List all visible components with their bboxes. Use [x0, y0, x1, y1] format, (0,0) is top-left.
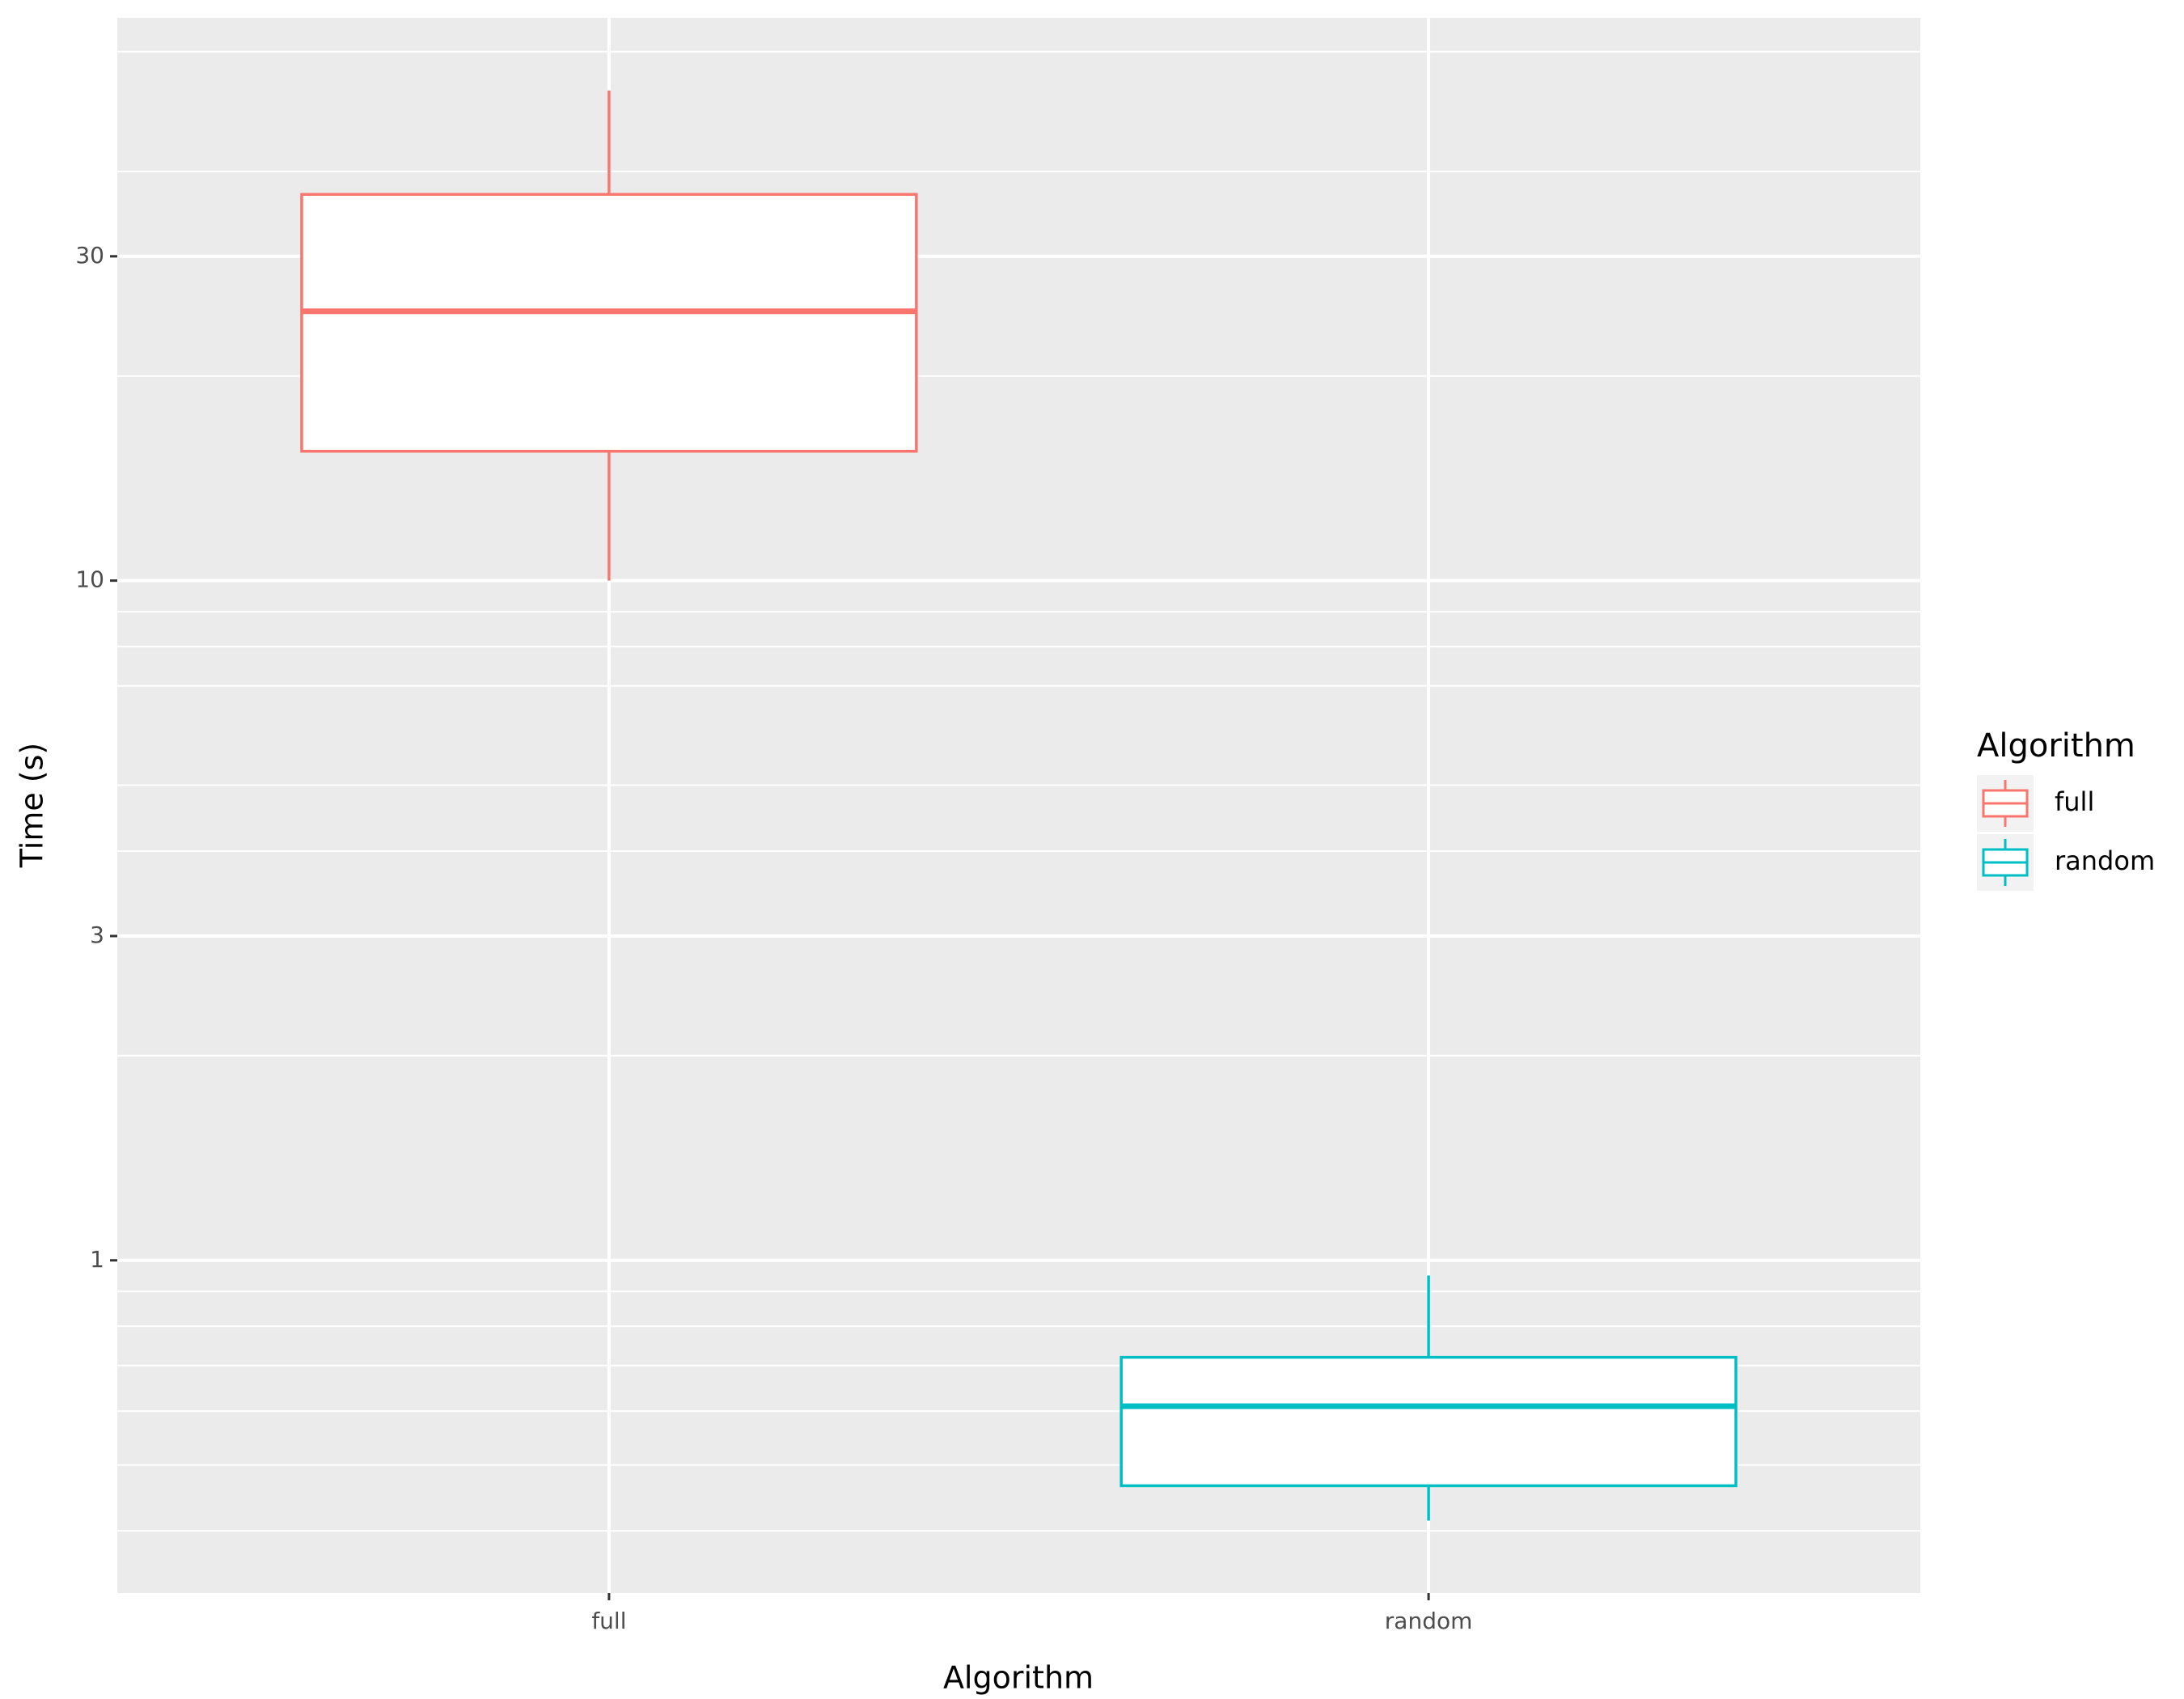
legend-label: full — [2055, 786, 2094, 817]
grid — [117, 18, 1920, 1593]
y-tick-label: 30 — [75, 242, 104, 269]
box — [300, 193, 918, 453]
box — [1120, 1355, 1737, 1488]
y-tick-label: 3 — [90, 922, 104, 948]
y-tick-label: 1 — [90, 1246, 104, 1273]
y-tick-label: 10 — [75, 566, 104, 593]
y-axis-title: Time (s) — [15, 743, 50, 869]
legend-title: Algorithm — [1977, 727, 2135, 765]
x-tick-label: random — [1385, 1608, 1473, 1634]
legend-label: random — [2055, 845, 2155, 876]
legend: Algorithm full random — [1977, 727, 2155, 891]
boxes — [300, 90, 1737, 1521]
x-tick-label: full — [591, 1608, 626, 1634]
x-axis-title: Algorithm — [943, 1660, 1094, 1696]
